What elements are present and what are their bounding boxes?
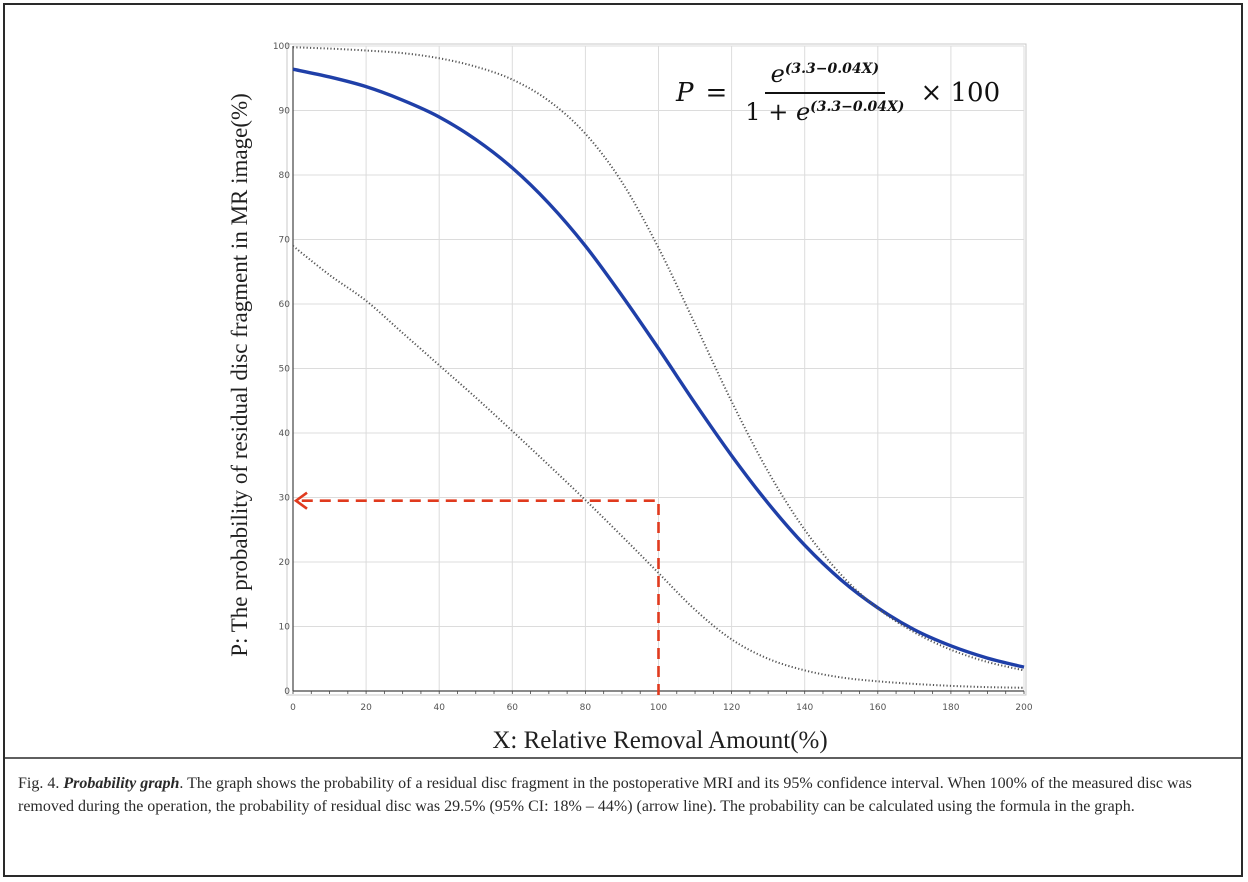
y-tick-label: 90 <box>279 107 291 117</box>
formula-num-exp: (3.3−0.04X) <box>784 61 880 77</box>
y-tick-label: 60 <box>279 300 291 310</box>
x-tick-label: 80 <box>580 703 592 713</box>
series-line-0 <box>292 67 1025 669</box>
formula-num-base: e <box>770 60 785 88</box>
y-tick-label: 20 <box>279 558 291 568</box>
x-tick-label: 100 <box>650 703 667 713</box>
annotation-arrowhead <box>293 491 308 510</box>
caption-prefix: Fig. 4. <box>18 775 64 792</box>
caption-title: Probability graph <box>63 775 180 792</box>
y-tick-label: 80 <box>279 171 291 181</box>
y-axis-label: P: The probability of residual disc frag… <box>227 93 252 657</box>
y-tick-label: 10 <box>279 623 291 633</box>
x-tick-label: 20 <box>360 703 372 713</box>
formula-den-base: e <box>795 98 811 126</box>
x-tick-label: 200 <box>1015 703 1032 713</box>
formula-tail: × 100 <box>920 78 1001 108</box>
y-tick-label: 30 <box>279 494 291 504</box>
x-tick-label: 60 <box>507 703 519 713</box>
annotation-arrow-line <box>297 499 660 695</box>
y-tick-label: 0 <box>284 687 290 697</box>
y-tick-label: 100 <box>273 42 290 52</box>
formula-fraction: e(3.3−0.04X) 1 + e(3.3−0.04X) <box>739 60 910 126</box>
x-tick-label: 140 <box>796 703 813 713</box>
formula-eq: = <box>705 78 728 108</box>
series-line-1 <box>292 46 1025 672</box>
formula-den-exp: (3.3−0.04X) <box>810 99 905 115</box>
y-tick-label: 50 <box>279 365 291 375</box>
formula-den-prefix: 1 + <box>745 98 796 126</box>
caption-text: . The graph shows the probability of a r… <box>18 775 1192 815</box>
annotation-group <box>293 491 660 695</box>
y-tick-label: 70 <box>279 236 291 246</box>
formula: P = e(3.3−0.04X) 1 + e(3.3−0.04X) × 100 <box>676 60 1000 126</box>
x-tick-label: 120 <box>723 703 740 713</box>
plot-area <box>286 43 1027 696</box>
figure-caption: Fig. 4. Probability graph. The graph sho… <box>18 772 1233 818</box>
figure-frame <box>3 3 1243 877</box>
formula-numerator: e(3.3−0.04X) <box>764 60 886 94</box>
x-tick-label: 180 <box>942 703 959 713</box>
formula-denominator: 1 + e(3.3−0.04X) <box>739 94 910 126</box>
x-axis-label: X: Relative Removal Amount(%) <box>492 727 828 754</box>
series-group <box>292 46 1025 689</box>
x-tick-label: 40 <box>433 703 445 713</box>
x-tick-label: 160 <box>869 703 886 713</box>
y-tick-label: 40 <box>279 429 291 439</box>
x-tick-label: 0 <box>290 703 296 713</box>
formula-lhs: P <box>676 78 694 108</box>
